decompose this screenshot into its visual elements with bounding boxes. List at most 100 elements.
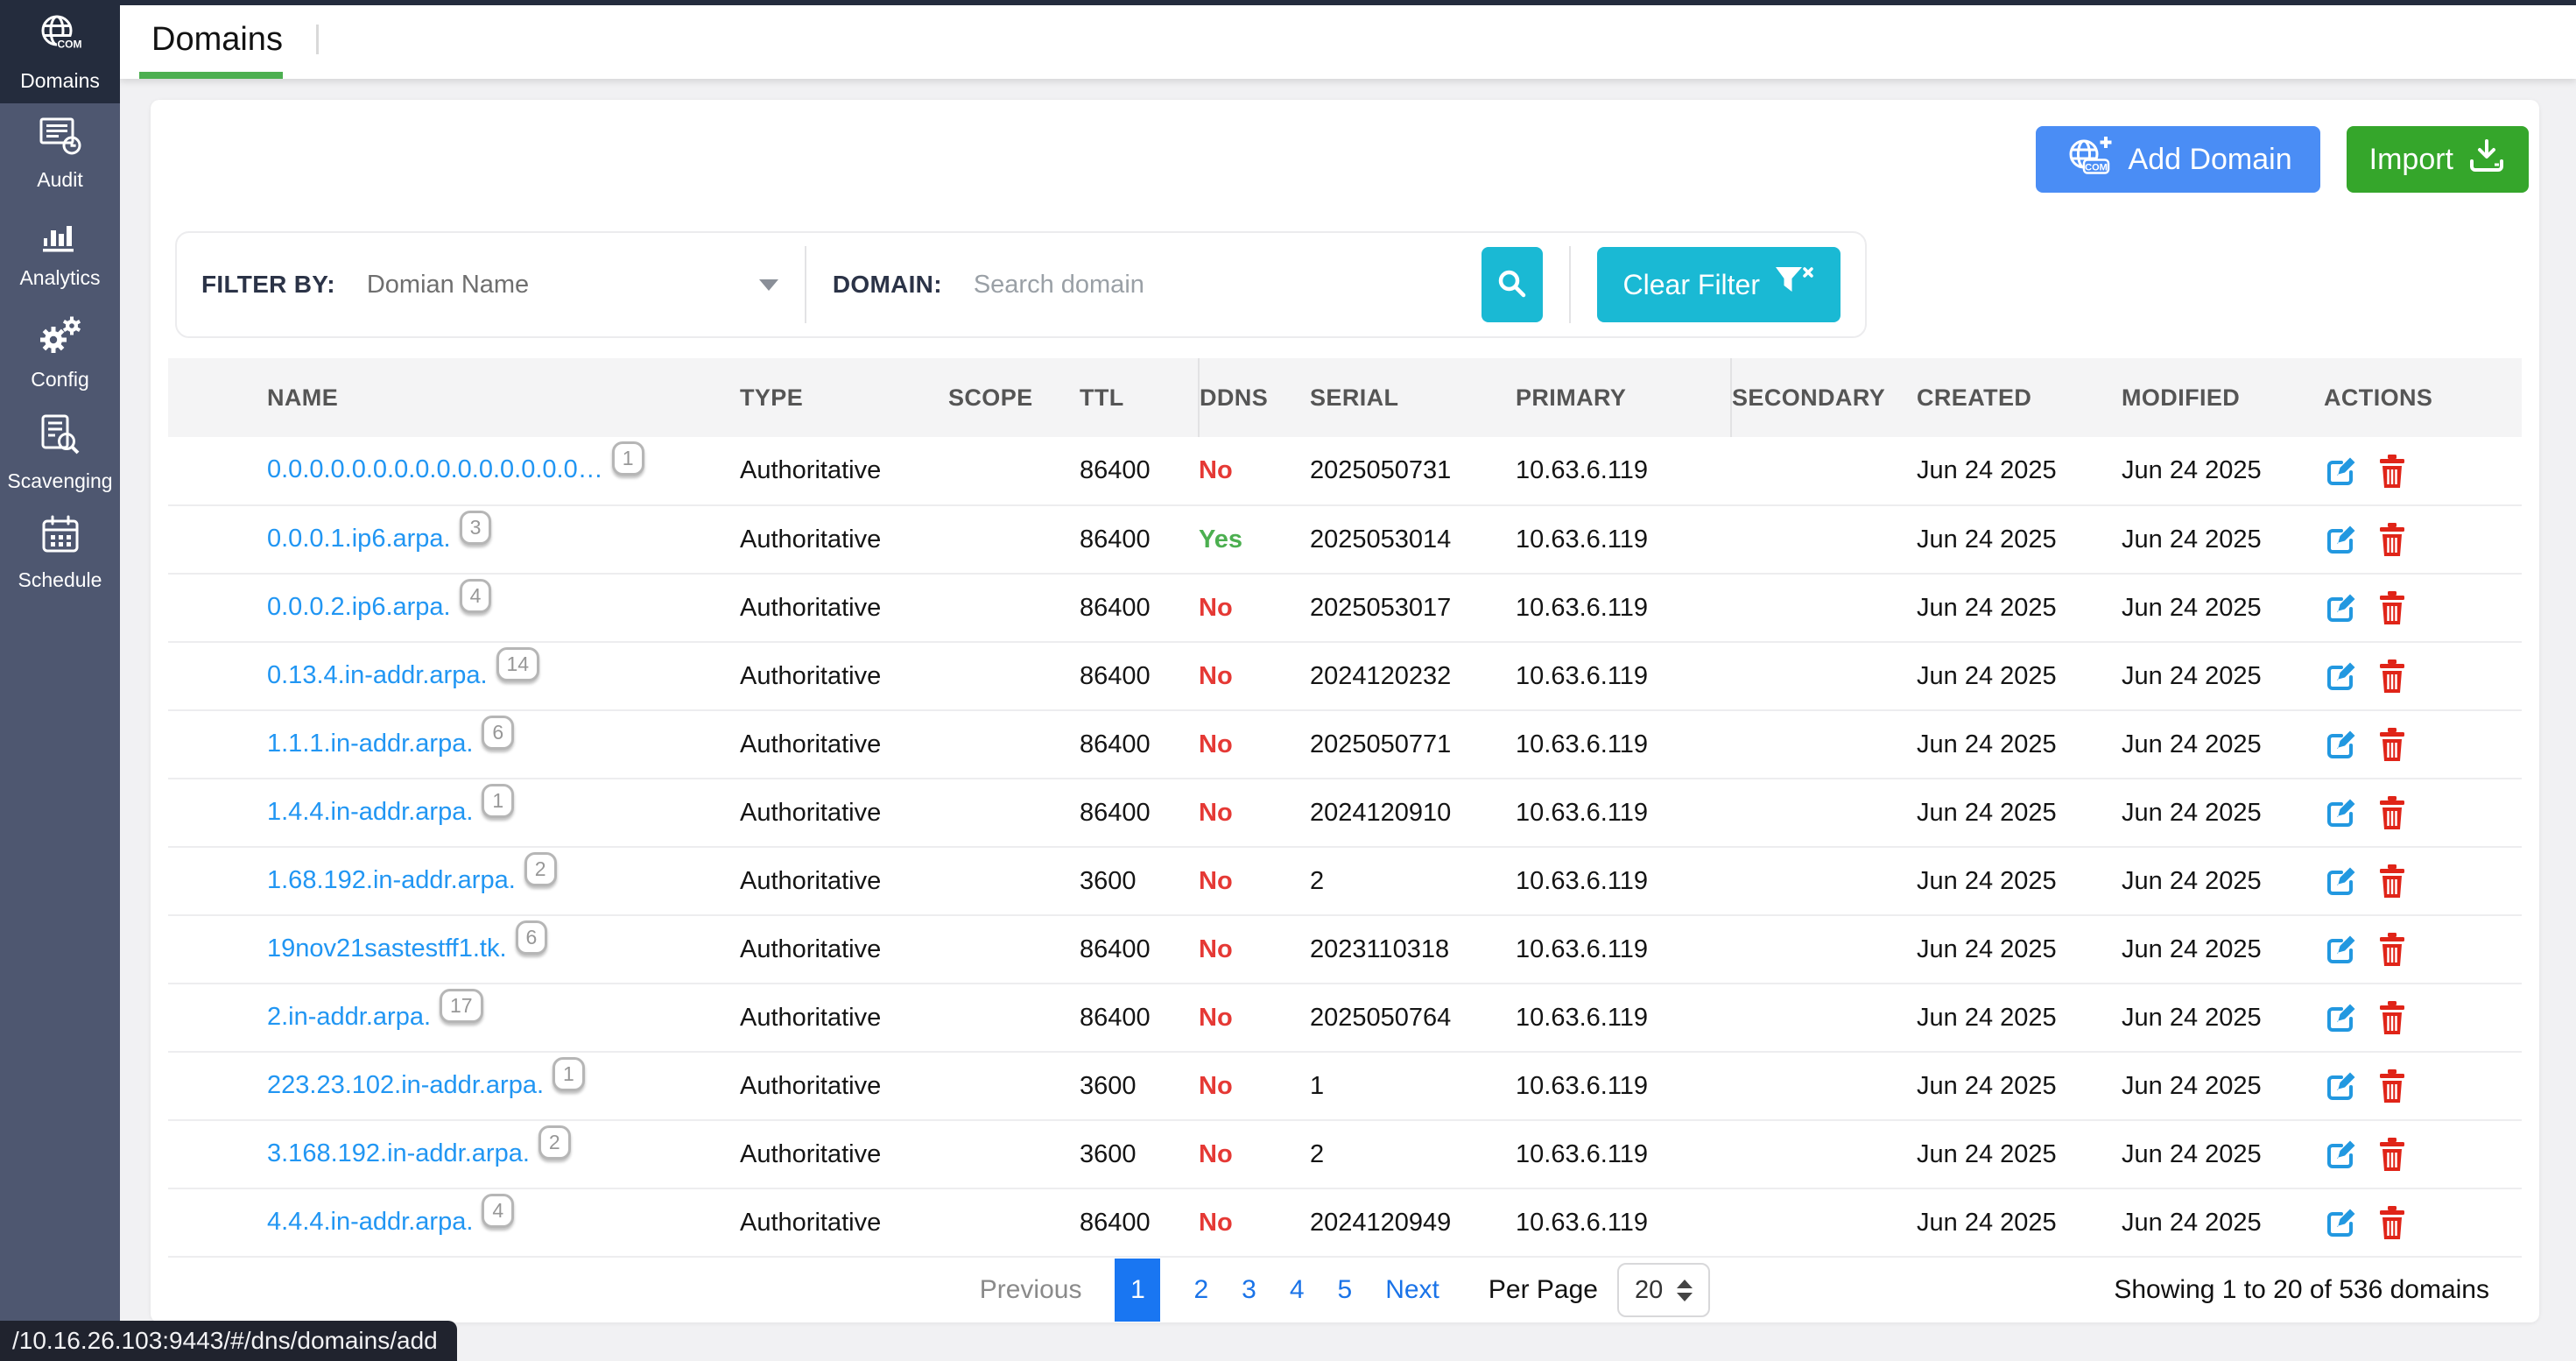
cell-ttl: 86400 (1080, 710, 1199, 779)
delete-icon[interactable] (2376, 1000, 2408, 1035)
sidebar-item-config[interactable]: Config (0, 303, 120, 403)
page-link-4[interactable]: 4 (1289, 1275, 1305, 1304)
domain-link[interactable]: 0.13.4.in-addr.arpa. (267, 660, 488, 689)
add-domain-label: Add Domain (2128, 142, 2292, 176)
delete-icon[interactable] (2376, 1205, 2408, 1240)
previous-page-link[interactable]: Previous (979, 1275, 1082, 1304)
col-created: CREATED (1917, 358, 2122, 437)
cell-secondary (1731, 779, 1917, 848)
edit-icon[interactable] (2324, 659, 2359, 694)
delete-icon[interactable] (2376, 659, 2408, 694)
tab-domains[interactable]: Domains (139, 0, 292, 79)
sidebar-item-analytics[interactable]: Analytics (0, 203, 120, 303)
edit-icon[interactable] (2324, 1068, 2359, 1104)
delete-icon[interactable] (2376, 454, 2408, 489)
delete-icon[interactable] (2376, 795, 2408, 830)
domain-link[interactable]: 0.0.0.2.ip6.arpa. (267, 592, 451, 621)
cell-name: 1.4.4.in-addr.arpa. 1 (168, 779, 740, 848)
schedule-icon (39, 514, 81, 561)
cell-name: 0.0.0.1.ip6.arpa. 3 (168, 505, 740, 575)
cell-ttl: 86400 (1080, 574, 1199, 643)
search-button[interactable] (1481, 247, 1543, 322)
edit-icon[interactable] (2324, 1205, 2359, 1240)
page-link-3[interactable]: 3 (1242, 1275, 1256, 1304)
cell-serial: 2025050771 (1310, 710, 1516, 779)
cell-actions (2324, 1188, 2522, 1258)
cell-scope (948, 642, 1080, 711)
search-input[interactable] (973, 270, 1482, 300)
domain-link[interactable]: 1.68.192.in-addr.arpa. (267, 865, 516, 894)
cell-modified: Jun 24 2025 (2122, 984, 2324, 1053)
cell-actions (2324, 915, 2522, 984)
delete-icon[interactable] (2376, 727, 2408, 762)
table-row: 223.23.102.in-addr.arpa. 1 Authoritative … (168, 1052, 2522, 1121)
domain-link[interactable]: 19nov21sastestff1.tk. (267, 934, 507, 963)
domain-link[interactable]: 3.168.192.in-addr.arpa. (267, 1139, 530, 1167)
domain-link[interactable]: 4.4.4.in-addr.arpa. (267, 1207, 474, 1236)
edit-icon[interactable] (2324, 1000, 2359, 1035)
cell-ttl: 86400 (1080, 779, 1199, 848)
edit-icon[interactable] (2324, 454, 2359, 489)
cell-scope (948, 1052, 1080, 1121)
cell-ddns: No (1199, 779, 1310, 848)
import-button[interactable]: Import (2346, 126, 2529, 193)
analytics-icon (39, 217, 82, 258)
cell-scope (948, 1188, 1080, 1258)
clear-filter-button[interactable]: Clear Filter (1596, 247, 1841, 322)
cell-name: 0.13.4.in-addr.arpa. 14 (168, 642, 740, 711)
delete-icon[interactable] (2376, 590, 2408, 625)
delete-icon[interactable] (2376, 932, 2408, 967)
sidebar-item-schedule[interactable]: Schedule (0, 503, 120, 603)
add-domain-button[interactable]: COM Add Domain (2035, 126, 2320, 193)
domain-link[interactable]: 1.4.4.in-addr.arpa. (267, 797, 474, 826)
domain-link[interactable]: 0.0.0.0.0.0.0.0.0.0.0.0.0.0.0… (267, 455, 603, 483)
per-page-select[interactable]: 20 (1616, 1263, 1711, 1317)
svg-text:COM: COM (57, 38, 81, 50)
sidebar-item-domains[interactable]: COM Domains (0, 0, 120, 103)
domain-link[interactable]: 1.1.1.in-addr.arpa. (267, 729, 474, 758)
cell-ddns: No (1199, 984, 1310, 1053)
cell-secondary (1731, 915, 1917, 984)
cell-actions (2324, 710, 2522, 779)
edit-icon[interactable] (2324, 1137, 2359, 1172)
cell-created: Jun 24 2025 (1917, 642, 2122, 711)
cell-ttl: 86400 (1080, 642, 1199, 711)
cell-scope (948, 437, 1080, 506)
edit-icon[interactable] (2324, 864, 2359, 899)
edit-icon[interactable] (2324, 795, 2359, 830)
delete-icon[interactable] (2376, 522, 2408, 557)
delete-icon[interactable] (2376, 864, 2408, 899)
filter-by-value: Domian Name (366, 270, 530, 299)
edit-icon[interactable] (2324, 932, 2359, 967)
edit-icon[interactable] (2324, 727, 2359, 762)
domain-link[interactable]: 223.23.102.in-addr.arpa. (267, 1070, 545, 1099)
cell-secondary (1731, 847, 1917, 916)
col-scope: SCOPE (948, 358, 1080, 437)
delete-icon[interactable] (2376, 1068, 2408, 1104)
sidebar-item-scavenging[interactable]: Scavenging (0, 403, 120, 503)
cell-type: Authoritative (740, 847, 948, 916)
page-link-1[interactable]: 1 (1115, 1259, 1161, 1322)
page-link-5[interactable]: 5 (1337, 1275, 1353, 1304)
filter-by-select[interactable]: Domian Name (367, 271, 778, 300)
cell-created: Jun 24 2025 (1917, 915, 2122, 984)
status-url-tooltip: /10.16.26.103:9443/#/dns/domains/add (0, 1321, 457, 1361)
delete-icon[interactable] (2376, 1137, 2408, 1172)
cell-primary: 10.63.6.119 (1516, 1052, 1731, 1121)
domain-link[interactable]: 2.in-addr.arpa. (267, 1002, 432, 1031)
cell-secondary (1731, 642, 1917, 711)
col-serial: SERIAL (1310, 358, 1516, 437)
edit-icon[interactable] (2324, 590, 2359, 625)
page-link-2[interactable]: 2 (1193, 1275, 1209, 1304)
cell-serial: 2025053014 (1310, 505, 1516, 575)
sidebar-item-label: Config (31, 367, 89, 391)
next-page-link[interactable]: Next (1385, 1275, 1439, 1304)
tab-domains-label: Domains (151, 20, 283, 58)
content-area: COM Add Domain Import (120, 79, 2576, 1361)
edit-icon[interactable] (2324, 522, 2359, 557)
domain-link[interactable]: 0.0.0.1.ip6.arpa. (267, 524, 451, 553)
pager: Previous 1 2 3 4 5 Next (980, 1259, 1439, 1322)
cell-ttl: 86400 (1080, 1188, 1199, 1258)
sidebar-item-audit[interactable]: Audit (0, 103, 120, 203)
cell-name: 1.68.192.in-addr.arpa. 2 (168, 847, 740, 916)
